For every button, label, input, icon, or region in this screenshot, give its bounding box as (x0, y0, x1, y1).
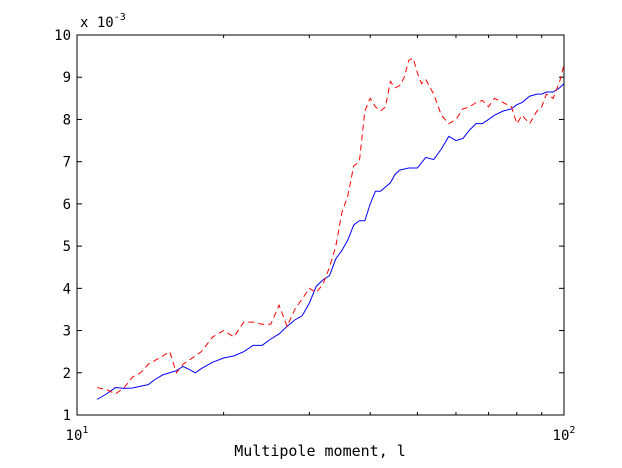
y-tick-label: 1 (63, 408, 71, 424)
y-tick-label: 10 (54, 28, 71, 44)
axis-ticks (76, 34, 565, 416)
y-tick-label: 6 (63, 197, 71, 213)
y-tick-label: 8 (63, 112, 71, 128)
x-tick-label-exponent: 1 (82, 425, 88, 436)
series-layer (96, 57, 565, 400)
dashed-series-line (97, 57, 565, 395)
x-axis-label: Multipole moment, l (234, 442, 406, 460)
y-tick-label: 9 (63, 70, 71, 86)
y-tick-label: 5 (63, 239, 71, 255)
y-multiplier-exponent: -3 (114, 12, 126, 23)
x-tick-label-exponent: 2 (569, 425, 575, 436)
y-tick-label: 2 (63, 366, 71, 382)
y-multiplier-base: x 10 (80, 15, 114, 31)
x-tick-label: 101 (66, 425, 89, 444)
x-tick-label-base: 10 (66, 428, 83, 444)
x-tick-label-base: 10 (553, 428, 570, 444)
x-tick-label: 102 (553, 425, 576, 444)
y-tick-label: 7 (63, 155, 71, 171)
y-tick-label: 4 (63, 281, 71, 297)
plot-area (76, 34, 565, 416)
y-tick-label: 3 (63, 324, 71, 340)
solid-series-line (96, 83, 565, 400)
y-multiplier-label: x 10-3 (80, 12, 126, 31)
